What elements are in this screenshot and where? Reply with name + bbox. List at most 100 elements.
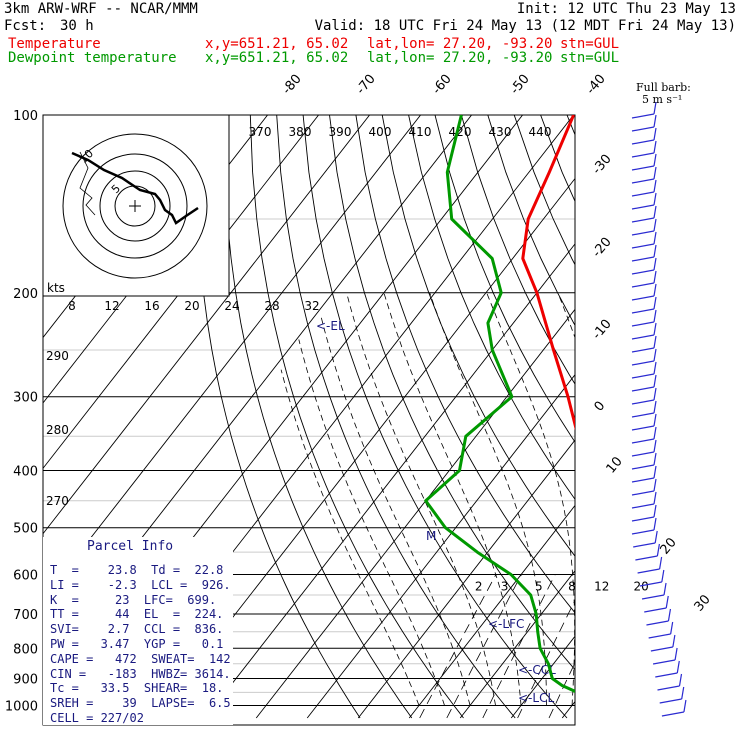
wind-barb-flag <box>653 465 657 479</box>
wind-barb <box>631 516 655 522</box>
isotherm-line <box>510 635 575 719</box>
level-marker-label: M <box>426 529 436 543</box>
wind-barb <box>631 412 655 418</box>
legend-dewpoint-stn: stn=GUL <box>560 50 620 66</box>
theta-label: 390 <box>329 125 352 139</box>
wind-barb <box>650 646 673 652</box>
wind-barb <box>631 282 655 288</box>
wind-barb <box>631 386 655 392</box>
wind-barb-flag <box>653 426 657 440</box>
isotherm-label: -70 <box>354 72 379 98</box>
model-title: 3km ARW-WRF -- NCAR/MMM <box>4 1 198 17</box>
isotherm-line <box>43 115 319 470</box>
mixing-ratio-label: 5 <box>535 580 543 594</box>
wind-kts-tick-label: 20 <box>184 299 199 313</box>
theta-side-label: 270 <box>46 494 69 508</box>
pressure-tick-label: 800 <box>13 642 38 657</box>
wind-barb <box>644 607 667 613</box>
wind-barb-flag <box>676 660 680 674</box>
theta-side-label: 290 <box>46 349 69 363</box>
dry-adiabat-line <box>725 115 740 718</box>
mixing-ratio-label: 20 <box>633 580 648 594</box>
parcel-info-row: SREH = 39 LAPSE= 6.5 <box>50 696 231 711</box>
wind-barb-flag <box>653 114 657 128</box>
isotherm-label: 0 <box>592 399 609 415</box>
theta-label: 410 <box>409 125 432 139</box>
wind-barb-flag <box>674 647 678 661</box>
wind-barb <box>631 191 655 197</box>
wind-barb-flag <box>653 179 657 193</box>
wind-barb <box>631 399 655 405</box>
wind-barb-flag <box>653 101 657 115</box>
dry-adiabat-line <box>223 115 413 719</box>
wind-barb <box>631 269 655 275</box>
wind-barb <box>631 321 655 327</box>
forecast-label: Fcst: <box>4 18 47 34</box>
isotherm-line <box>43 115 421 600</box>
moist-adiabat-line <box>649 293 714 706</box>
dry-adiabat-line <box>381 115 575 557</box>
wind-barb <box>631 126 655 132</box>
parcel-info-row: CELL = 227/02 <box>50 711 144 725</box>
wind-barb-flag <box>667 608 672 622</box>
mixing-ratio-line <box>517 599 575 719</box>
parcel-info-row: LI = -2.3 LCL = 926. <box>50 577 231 592</box>
wind-barb <box>631 230 655 236</box>
parcel-info-row: K = 23 LFC= 699. <box>50 592 217 607</box>
dry-adiabat-line <box>195 115 361 719</box>
wind-barb-flag <box>653 322 657 336</box>
dry-adiabat-line <box>249 115 464 719</box>
wind-barb <box>631 217 655 223</box>
wind-barb-flag <box>653 452 657 466</box>
legend-temperature-xy: x,y=651.21, 65.02 <box>205 36 349 52</box>
wind-barb <box>631 152 655 158</box>
wind-barb <box>631 256 655 262</box>
forecast-hour: 30 h <box>60 18 94 34</box>
hodograph-trace <box>71 151 199 225</box>
isotherm-line <box>459 570 575 719</box>
parcel-info-title: Parcel Info <box>87 539 174 554</box>
wind-barb <box>641 594 665 600</box>
wind-barb-flag <box>653 517 657 531</box>
wind-barb <box>652 659 676 665</box>
wind-barb <box>655 672 678 678</box>
wind-barb <box>659 698 682 704</box>
dry-adiabat-line <box>408 115 575 501</box>
isotherm-line <box>204 243 575 719</box>
mixing-ratio-label: 3 <box>501 580 509 594</box>
dry-adiabat-line <box>513 115 575 266</box>
wind-barb-flag <box>653 309 657 323</box>
dewpoint-curve <box>424 115 575 693</box>
parcel-info-row: TT = 44 EL = 224. <box>50 607 224 622</box>
wind-barb <box>635 555 658 561</box>
wind-barb-flag <box>653 244 657 258</box>
moist-adiabat-line <box>383 292 522 706</box>
wind-barb-flag <box>670 621 674 635</box>
moist-adiabat-line <box>486 292 575 706</box>
isotherm-label: -30 <box>590 152 615 178</box>
wind-barb-flag <box>653 296 657 310</box>
wind-barb <box>631 490 655 496</box>
wind-barb-flag <box>653 166 657 180</box>
isotherm-label: -40 <box>584 72 609 98</box>
dry-adiabat-line <box>699 115 740 718</box>
dry-adiabat-line <box>355 115 575 614</box>
wind-barb <box>631 360 655 366</box>
wind-barb <box>661 711 685 717</box>
wind-barb-flag <box>653 218 657 232</box>
barb-legend-line1: Full barb: <box>636 81 691 94</box>
isotherm-label: -60 <box>430 72 455 98</box>
level-marker-label: <-CCL <box>518 663 556 677</box>
wind-barb <box>631 165 655 171</box>
wind-barb-flag <box>654 530 658 544</box>
wind-barb-flag <box>653 400 657 414</box>
wind-barb-flag <box>653 439 657 453</box>
hodograph-ring <box>82 153 188 259</box>
dry-adiabat-line <box>302 115 568 719</box>
parcel-info-row: CIN = -183 HWBZ= 3614. <box>50 666 231 681</box>
hodograph-frame <box>42 114 230 297</box>
wind-barb-flag <box>681 686 685 700</box>
wind-barb <box>631 308 655 314</box>
wind-barb-flag <box>653 387 657 401</box>
